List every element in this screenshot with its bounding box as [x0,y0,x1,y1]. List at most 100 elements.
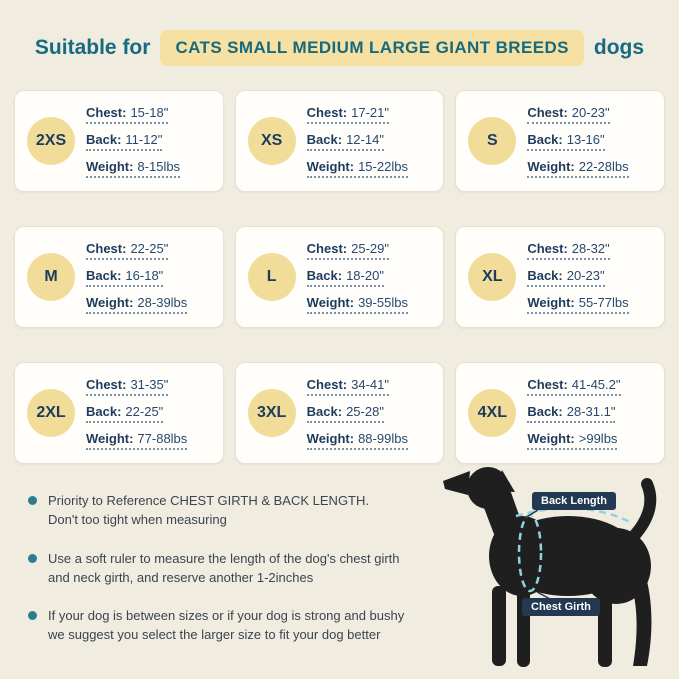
size-badge: 2XS [27,117,75,165]
weight-value: 88-99lbs [358,430,408,446]
chest-value: 28-32" [571,240,610,256]
weight-value: >99lbs [578,430,618,446]
page-header: Suitable for CATS SMALL MEDIUM LARGE GIA… [0,0,679,66]
note-text: Priority to Reference CHEST GIRTH & BACK… [48,493,369,527]
back-label: Back: [306,131,343,147]
chest-row: Chest: 28-32" [527,240,610,260]
size-badge: L [247,253,296,301]
bullet-icon [28,553,37,563]
size-card-m: M Chest: 22-25" Back: 16-18" Weight: 28-39l… [14,226,224,328]
size-card-3xl: 3XL Chest: 34-41" Back: 25-28" Weight: 88-9… [234,362,445,464]
chest-value: 22-25" [130,240,169,256]
chest-row: Chest: 31-35" [86,376,169,396]
note-text: If your dog is between sizes or if your … [48,608,405,643]
weight-label: Weight: [306,294,355,310]
size-badge: XS [247,117,296,165]
chest-row: Chest: 17-21" [306,104,389,124]
back-value: 20-23" [566,267,605,283]
weight-row: Weight: 88-99lbs [306,430,408,450]
back-value: 16-18" [125,267,164,283]
back-label: Back: [86,131,122,147]
chest-value: 17-21" [351,104,389,120]
weight-label: Weight: [306,430,355,446]
size-card-2xl: 2XL Chest: 31-35" Back: 22-25" Weight: 77-8… [14,362,224,464]
chest-row: Chest: 41-45.2" [527,376,621,396]
chest-girth-label: Chest Girth [522,598,600,616]
back-value: 11-12" [125,131,163,147]
size-badge: 3XL [247,389,296,437]
back-value: 12-14" [346,131,384,147]
weight-row: Weight: 39-55lbs [306,294,408,314]
weight-value: 8-15lbs [137,158,181,174]
chest-value: 25-29" [351,240,389,256]
weight-value: 39-55lbs [358,294,408,310]
chest-row: Chest: 15-18" [86,104,169,124]
back-length-label: Back Length [532,492,617,510]
chest-value: 20-23" [571,104,610,120]
weight-row: Weight: 77-88lbs [86,430,188,450]
note-text: Use a soft ruler to measure the length o… [48,550,400,585]
back-row: Back: 16-18" [86,267,164,287]
size-card-xs: XS Chest: 17-21" Back: 12-14" Weight: 15-22… [234,90,445,192]
weight-row: Weight: 28-39lbs [86,294,188,314]
bullet-icon [28,496,37,505]
back-row: Back: 20-23" [527,267,605,287]
chest-label: Chest: [306,376,348,392]
back-label: Back: [86,403,122,419]
weight-row: Weight: 55-77lbs [527,294,629,314]
bullet-icon [28,611,37,621]
size-badge: 4XL [468,389,517,437]
chest-value: 34-41" [351,376,389,392]
chest-label: Chest: [306,240,348,256]
size-badge: 2XL [27,389,75,437]
chest-label: Chest: [306,104,348,120]
size-card-s: S Chest: 20-23" Back: 13-16" Weight: 22-28l… [455,90,665,192]
size-badge: XL [468,253,517,301]
note-item: Use a soft ruler to measure the length o… [28,550,420,588]
back-row: Back: 13-16" [527,131,605,151]
chest-label: Chest: [527,104,568,120]
weight-row: Weight: 8-15lbs [86,158,181,178]
back-label: Back: [306,267,343,283]
chest-label: Chest: [86,104,127,120]
back-value: 13-16" [566,131,605,147]
chest-row: Chest: 25-29" [306,240,389,260]
weight-label: Weight: [306,158,355,174]
chest-label: Chest: [527,376,568,392]
back-label: Back: [527,267,563,283]
weight-value: 22-28lbs [578,158,629,174]
size-card-xl: XL Chest: 28-32" Back: 20-23" Weight: 55-77… [455,226,665,328]
weight-value: 77-88lbs [137,430,188,446]
note-item: Priority to Reference CHEST GIRTH & BACK… [28,492,420,530]
size-card-2xs: 2XS Chest: 15-18" Back: 11-12" Weight: 8-15… [14,90,224,192]
chest-row: Chest: 20-23" [527,104,610,124]
weight-label: Weight: [86,294,134,310]
back-row: Back: 28-31.1" [527,403,616,423]
weight-label: Weight: [86,158,134,174]
weight-label: Weight: [86,430,134,446]
note-item: If your dog is between sizes or if your … [28,607,420,645]
chest-label: Chest: [86,240,127,256]
size-grid: 2XS Chest: 15-18" Back: 11-12" Weight: 8-15… [0,66,679,464]
back-value: 28-31.1" [566,403,616,419]
chest-label: Chest: [527,240,568,256]
back-value: 25-28" [346,403,384,419]
header-prefix: Suitable for [34,36,151,59]
back-label: Back: [306,403,343,419]
size-card-4xl: 4XL Chest: 41-45.2" Back: 28-31.1" Weight:… [455,362,665,464]
header-suffix: dogs [593,36,645,59]
size-badge: M [27,253,75,301]
back-row: Back: 25-28" [306,403,384,423]
back-value: 22-25" [125,403,164,419]
chest-value: 41-45.2" [571,376,621,392]
back-row: Back: 11-12" [86,131,163,151]
back-row: Back: 12-14" [306,131,384,151]
weight-value: 55-77lbs [578,294,629,310]
weight-label: Weight: [527,294,575,310]
back-value: 18-20" [346,267,384,283]
chest-label: Chest: [86,376,127,392]
chest-value: 31-35" [130,376,169,392]
back-label: Back: [527,403,563,419]
size-card-l: L Chest: 25-29" Back: 18-20" Weight: 39-55l… [234,226,445,328]
weight-row: Weight: 22-28lbs [527,158,629,178]
